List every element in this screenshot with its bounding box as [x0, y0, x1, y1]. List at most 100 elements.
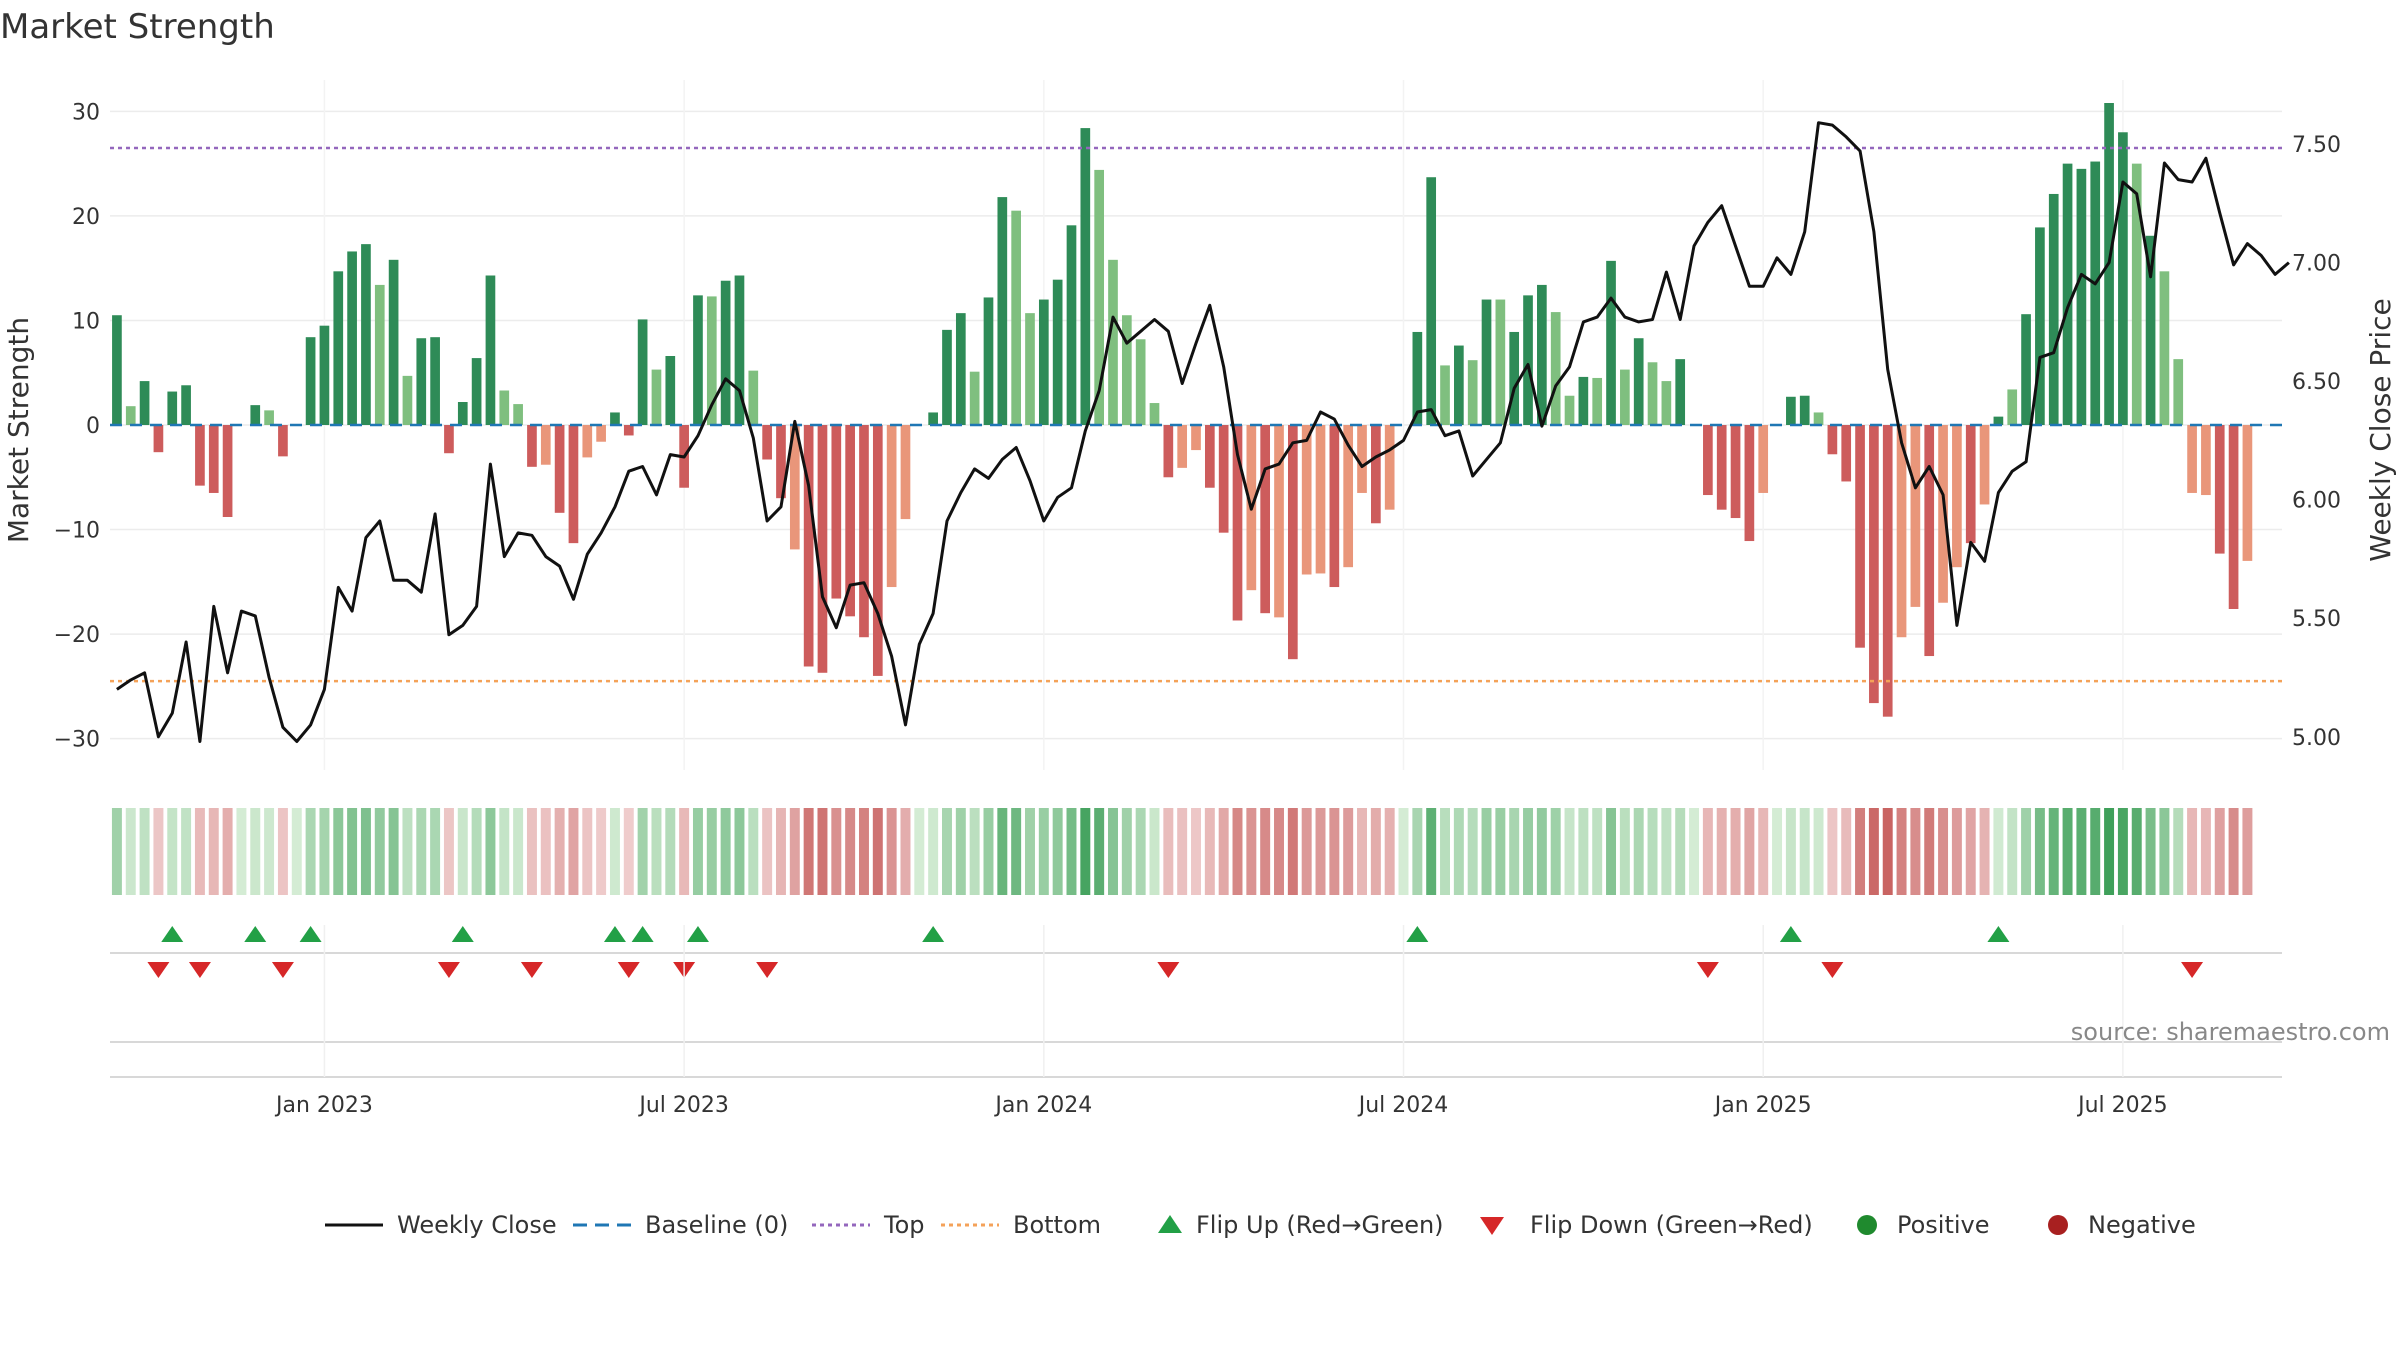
strength-bar — [430, 337, 440, 425]
strength-bar — [762, 425, 772, 460]
strength-bar — [540, 425, 551, 465]
strength-bars — [112, 103, 2253, 717]
legend-item: Flip Up (Red→Green) — [1158, 1211, 1444, 1239]
flip-down-marker — [617, 962, 640, 978]
strip-cell — [513, 808, 524, 895]
strength-bar — [1052, 279, 1063, 425]
strength-bar — [2228, 425, 2239, 609]
strip-cell — [2021, 808, 2032, 895]
strip-cell — [1772, 808, 1783, 895]
strength-bar — [1204, 425, 1215, 488]
strength-bar — [250, 405, 261, 425]
strength-bar — [139, 381, 150, 425]
strength-bar — [1080, 128, 1091, 425]
weekly-close-series — [116, 121, 2290, 743]
strip-cell — [1675, 808, 1686, 895]
strength-bar — [720, 280, 731, 425]
flip-down-marker — [2181, 962, 2204, 978]
strip-cell — [1564, 808, 1575, 895]
strip-cell — [1730, 808, 1741, 895]
strength-bar — [2159, 271, 2170, 425]
strength-bar — [2007, 389, 2018, 425]
strength-bar — [2131, 163, 2142, 426]
strength-bar — [1094, 169, 1105, 425]
strength-bar — [969, 371, 980, 425]
legend-item: Positive — [1857, 1211, 1990, 1239]
strip-cell — [1412, 808, 1423, 895]
strength-bar — [527, 425, 537, 467]
y2-tick-label: 6.00 — [2292, 489, 2341, 514]
strength-bar — [2214, 425, 2225, 554]
strip-cell — [457, 808, 468, 895]
strength-bar — [1481, 299, 1492, 425]
strip-cell — [1329, 808, 1340, 895]
strip-cell — [181, 808, 192, 895]
strip-cell — [194, 808, 205, 895]
strip-cell — [1910, 808, 1921, 895]
strip-cell — [1979, 808, 1990, 895]
legend-triangle-down-icon — [1480, 1217, 1504, 1235]
strip-cell — [789, 808, 800, 895]
strip-cell — [388, 808, 399, 895]
strength-bar — [1232, 425, 1243, 621]
y2-tick-label: 7.50 — [2292, 133, 2341, 158]
strip-cell — [1785, 808, 1796, 895]
strip-cell — [1094, 808, 1105, 895]
legend-label: Positive — [1897, 1211, 1990, 1239]
strength-bar — [997, 197, 1008, 425]
flip-down-marker — [271, 962, 294, 978]
strength-bar — [1149, 403, 1160, 425]
legend-circle-icon — [2048, 1215, 2068, 1235]
weekly-close-line — [116, 121, 2290, 743]
strip-cell — [1536, 808, 1547, 895]
strip-cell — [2062, 808, 2073, 895]
reference-lines — [110, 146, 2282, 683]
flip-down-marker — [1696, 962, 1719, 978]
strip-cell — [2034, 808, 2045, 895]
strength-bar — [1011, 210, 1021, 425]
strength-bar — [900, 425, 911, 520]
y-tick-label: 20 — [72, 205, 100, 230]
strength-bar — [499, 390, 510, 425]
strip-cell — [928, 808, 939, 895]
strength-bar — [1910, 425, 1921, 607]
strength-bar — [1799, 395, 1810, 425]
strength-bar — [1633, 338, 1644, 425]
strip-cell — [1121, 808, 1132, 895]
flip-up-marker — [451, 926, 474, 942]
strip-cell — [1011, 808, 1022, 895]
y-tick-label: 0 — [86, 414, 100, 439]
strip-cell — [1606, 808, 1617, 895]
strip-cell — [1716, 808, 1727, 895]
strip-cell — [167, 808, 178, 895]
x-axis-ticks: Jan 2023 Jul 2023 Jan 2024 Jul 2024 Jan 2025… — [274, 1093, 2168, 1118]
strength-bar — [1495, 299, 1506, 425]
strength-bar — [942, 329, 952, 425]
strength-bar — [596, 425, 606, 442]
strength-bar — [2201, 425, 2211, 496]
x-tick-label: Jan 2025 — [1713, 1093, 1812, 1118]
strip-cell — [1287, 808, 1298, 895]
strength-bar — [2090, 161, 2101, 425]
strength-bar — [333, 271, 344, 425]
legend-label: Flip Down (Green→Red) — [1530, 1211, 1813, 1239]
strength-bar — [1177, 425, 1188, 468]
strip-cell — [1592, 808, 1603, 895]
legend-label: Baseline (0) — [645, 1211, 788, 1239]
strip-cell — [942, 808, 952, 895]
strength-bar — [623, 425, 634, 436]
strip-cell — [554, 808, 565, 895]
strip-cell — [568, 808, 579, 895]
strength-bar — [886, 425, 897, 588]
strength-bar — [374, 284, 385, 425]
strip-cell — [2131, 808, 2142, 895]
strip-cell — [1204, 808, 1215, 895]
strength-bar — [789, 425, 800, 550]
strip-cell — [1066, 808, 1077, 895]
strip-cell — [1191, 808, 1201, 895]
strength-bar — [2021, 314, 2031, 425]
strip-cell — [374, 808, 385, 895]
strength-bar — [1191, 425, 1201, 451]
strip-cell — [692, 808, 703, 895]
strip-cell — [1661, 808, 1672, 895]
